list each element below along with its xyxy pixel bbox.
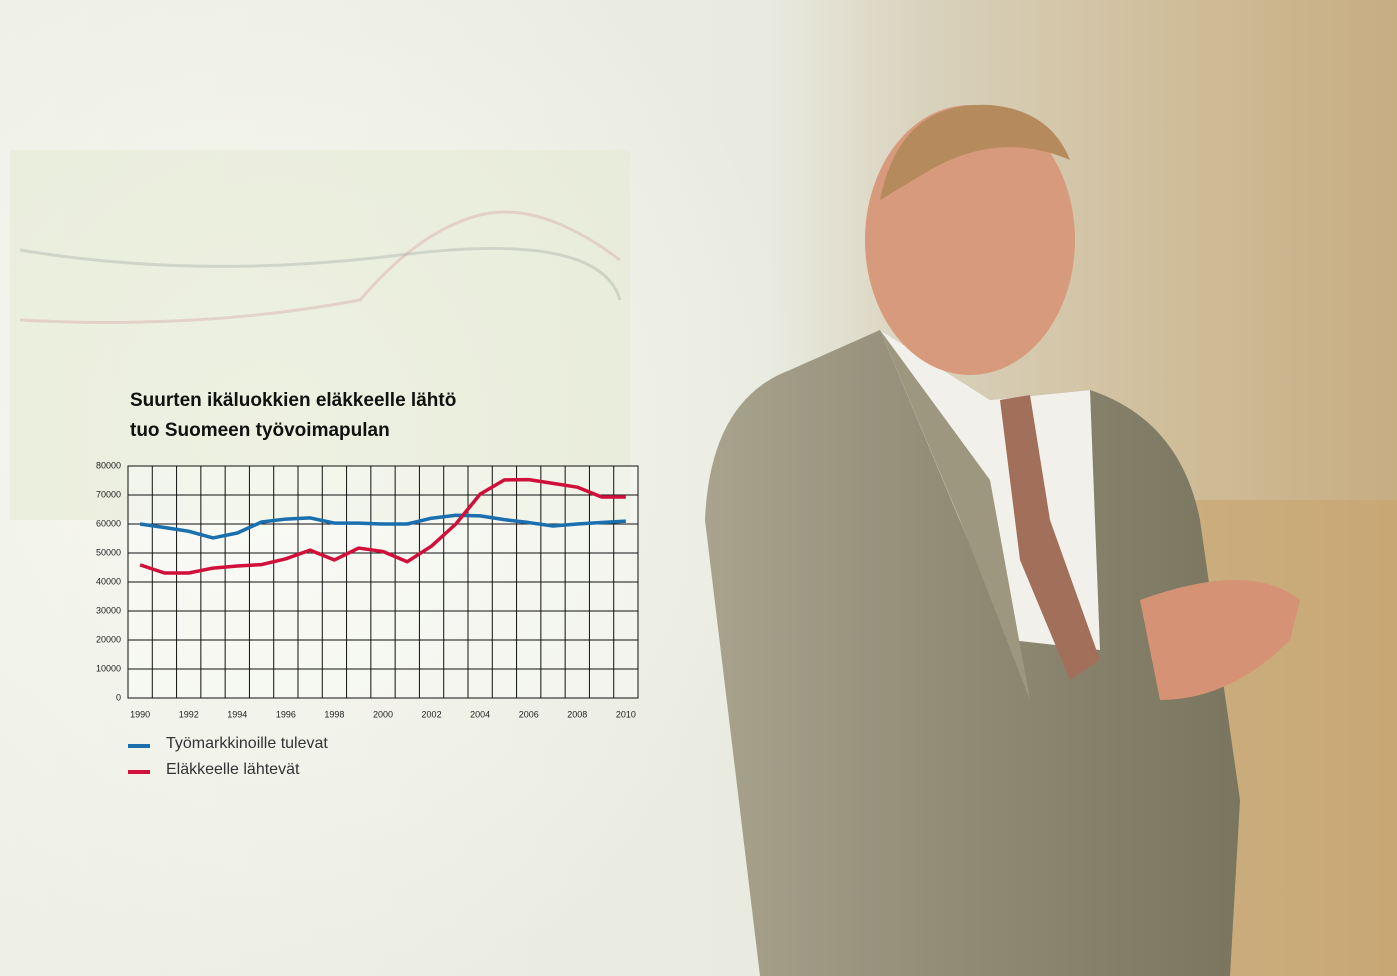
projected-line — [19, 210, 621, 324]
legend-label: Eläkkeelle lähtevät — [166, 761, 300, 778]
data-line — [139, 513, 626, 540]
data-line — [139, 477, 626, 575]
y-tick-label: 40000 — [96, 576, 121, 586]
x-tick-label: 1992 — [179, 709, 199, 719]
y-tick-label: 50000 — [96, 547, 121, 557]
hair — [880, 104, 1070, 200]
y-tick-label: 10000 — [96, 663, 121, 673]
y-tick-label: 60000 — [96, 518, 121, 528]
hands — [1140, 580, 1300, 700]
x-tick-label: 2006 — [519, 709, 539, 719]
x-tick-label: 2004 — [470, 709, 490, 719]
chart-title: tuo Suomeen työvoimapulan — [130, 420, 390, 441]
x-tick-label: 2010 — [616, 709, 636, 719]
y-tick-label: 70000 — [96, 489, 121, 499]
suit — [705, 330, 1240, 976]
y-tick-label: 30000 — [96, 605, 121, 615]
x-tick-label: 1996 — [276, 709, 296, 719]
y-tick-label: 80000 — [96, 460, 121, 470]
x-tick-label: 1998 — [324, 709, 344, 719]
projected-line — [19, 246, 622, 301]
y-tick-label: 0 — [116, 692, 121, 702]
x-tick-label: 2000 — [373, 709, 393, 719]
x-tick-label: 1994 — [227, 709, 247, 719]
x-tick-label: 1990 — [130, 709, 150, 719]
tie — [1000, 395, 1100, 680]
y-tick-label: 20000 — [96, 634, 121, 644]
x-tick-label: 2002 — [422, 709, 442, 719]
chart-title: Suurten ikäluokkien eläkkeelle lähtö — [130, 390, 456, 411]
legend-label: Työmarkkinoille tulevat — [166, 735, 328, 752]
projected-chart — [10, 150, 630, 520]
x-tick-label: 2008 — [567, 709, 587, 719]
